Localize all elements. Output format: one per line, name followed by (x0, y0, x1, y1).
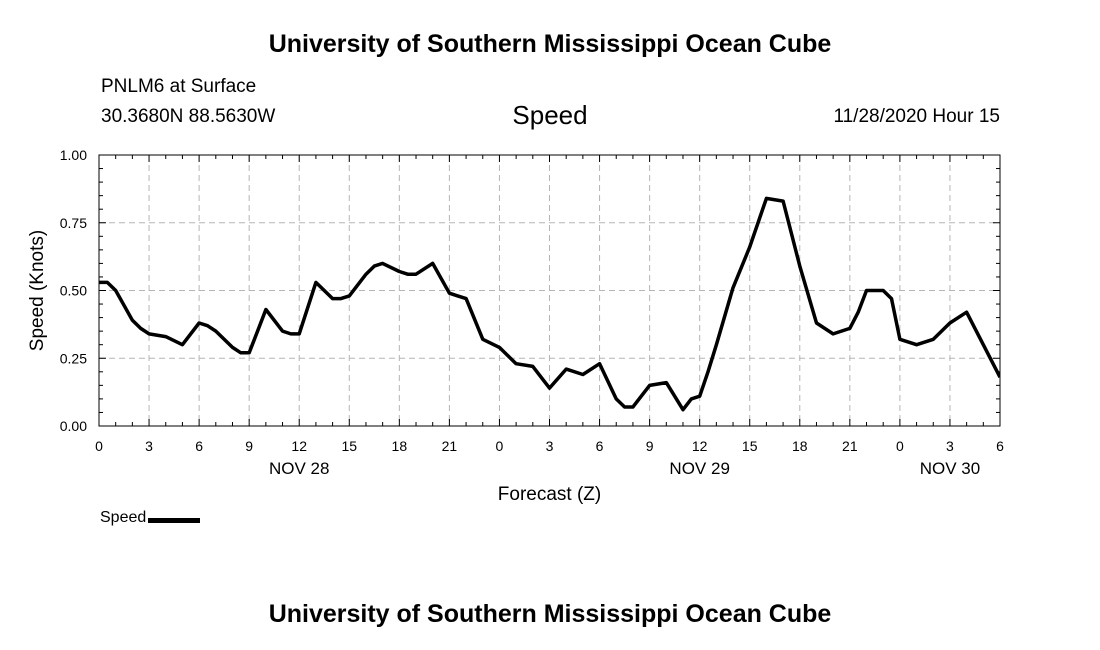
y-tick-label: 0.50 (60, 283, 87, 299)
legend-label: Speed (100, 509, 147, 526)
footer-title: University of Southern Mississippi Ocean… (268, 600, 832, 628)
y-tick-label: 0.00 (60, 418, 87, 434)
x-tick-label: 6 (996, 438, 1004, 454)
station-coordinates: 30.3680N 88.5630W (101, 106, 276, 127)
x-tick-label: 15 (341, 438, 357, 454)
x-tick-label: 9 (646, 438, 654, 454)
variable-title: Speed (512, 100, 588, 130)
x-tick-label: 9 (245, 438, 253, 454)
x-tick-label: 0 (496, 438, 504, 454)
x-tick-label: 12 (692, 438, 708, 454)
x-tick-label: 0 (896, 438, 904, 454)
y-tick-label: 1.00 (60, 147, 87, 163)
x-axis-label: Forecast (Z) (498, 484, 601, 505)
x-tick-label: 21 (442, 438, 458, 454)
legend-line-swatch (148, 517, 201, 523)
date-label: NOV 29 (669, 459, 729, 478)
x-tick-label: 6 (596, 438, 604, 454)
x-tick-label: 3 (546, 438, 554, 454)
x-tick-label: 6 (195, 438, 203, 454)
y-tick-label: 0.25 (60, 350, 87, 366)
chart-legend: Speed (100, 509, 201, 527)
x-tick-label: 15 (742, 438, 758, 454)
date-label: NOV 30 (920, 459, 980, 478)
x-tick-label: 18 (792, 438, 808, 454)
station-label: PNLM6 at Surface (101, 76, 257, 97)
y-tick-label: 0.75 (60, 215, 87, 231)
date-label: NOV 28 (269, 459, 329, 478)
x-tick-label: 3 (145, 438, 153, 454)
forecast-timestamp: 11/28/2020 Hour 15 (833, 106, 1000, 127)
x-tick-label: 21 (842, 438, 858, 454)
x-tick-label: 3 (946, 438, 954, 454)
x-tick-label: 18 (392, 438, 408, 454)
series-line-speed (99, 196, 1000, 412)
x-tick-label: 12 (291, 438, 307, 454)
x-tick-label: 0 (95, 438, 103, 454)
y-axis-label: Speed (Knots) (27, 230, 48, 351)
chart-title: University of Southern Mississippi Ocean… (268, 30, 832, 58)
